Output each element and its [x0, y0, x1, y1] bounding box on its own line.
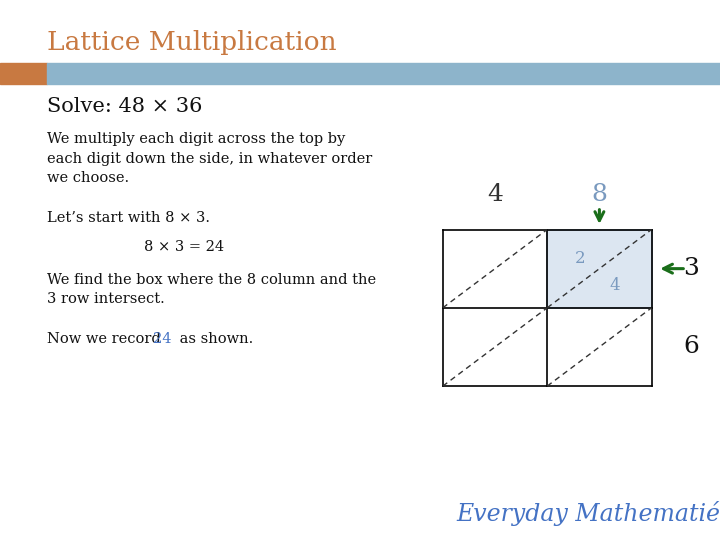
Text: 8 × 3 = 24: 8 × 3 = 24 — [144, 240, 224, 254]
Bar — [0, 63, 47, 84]
Text: Let’s start with 8 × 3.: Let’s start with 8 × 3. — [47, 211, 210, 225]
Bar — [547, 230, 652, 308]
Text: We multiply each digit across the top by
each digit down the side, in whatever o: We multiply each digit across the top by… — [47, 132, 372, 185]
Text: 2: 2 — [575, 250, 586, 267]
Text: 4: 4 — [487, 183, 503, 206]
Text: Solve: 48 × 36: Solve: 48 × 36 — [47, 97, 202, 116]
Text: 4: 4 — [610, 278, 621, 294]
Text: 8: 8 — [591, 183, 608, 206]
Bar — [47, 63, 720, 84]
Text: Now we record: Now we record — [47, 332, 165, 346]
Text: 24: 24 — [153, 332, 172, 346]
Text: 6: 6 — [683, 335, 699, 359]
Text: 3: 3 — [683, 257, 699, 280]
Text: We find the box where the 8 column and the
3 row intersect.: We find the box where the 8 column and t… — [47, 273, 376, 306]
Text: Everyday Mathematié: Everyday Mathematié — [456, 502, 720, 526]
Text: as shown.: as shown. — [175, 332, 253, 346]
Text: Lattice Multiplication: Lattice Multiplication — [47, 30, 336, 55]
